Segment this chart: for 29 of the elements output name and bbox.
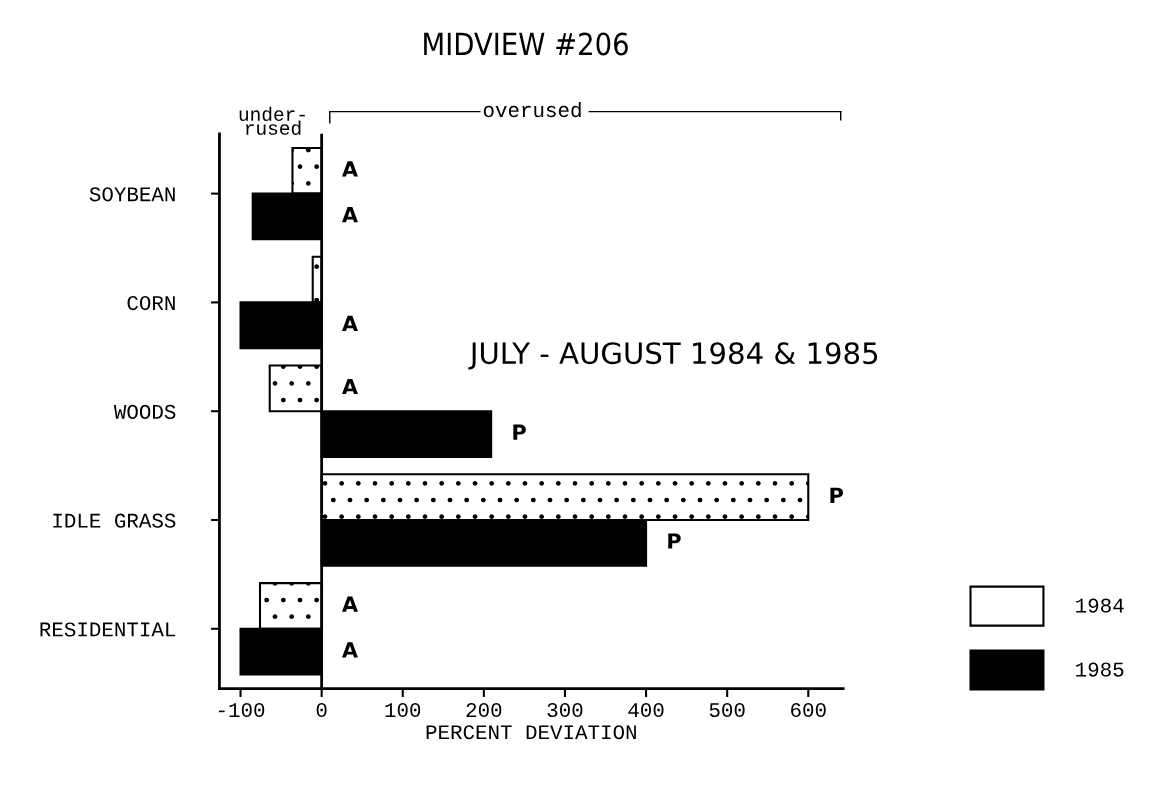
annotation: JULY - AUGUST 1984 & 1985 (468, 342, 878, 370)
x-axis-title: PERCENT DEVIATION (426, 725, 636, 740)
y-tick-label: CORN (127, 296, 175, 311)
data-label: P (513, 424, 526, 440)
data-label: A (342, 161, 358, 177)
x-tick-label: 400 (628, 702, 664, 718)
data-label: A (342, 596, 358, 612)
chart-title: MIDVIEW #206 (424, 32, 628, 56)
y-tick-label: WOODS (113, 404, 176, 419)
y-tick-label: IDLE GRASS (53, 513, 176, 528)
annotation: under- rused (239, 106, 305, 135)
x-tick-label: 100 (385, 702, 421, 718)
legend-label: 1985 (1076, 662, 1124, 677)
x-tick-label: 200 (466, 702, 502, 718)
x-tick-label: -100 (218, 702, 265, 718)
text: overused (483, 101, 581, 118)
y-tick-label: SOYBEAN (89, 187, 175, 202)
x-tick-label: 500 (709, 702, 745, 718)
data-label: P (830, 487, 843, 503)
x-tick-label: 600 (791, 702, 826, 718)
data-label: A (342, 315, 358, 332)
y-tick-label: RESIDENTIAL (40, 622, 176, 637)
data-label: A (342, 642, 358, 658)
legend-label: 1984 (1076, 598, 1124, 613)
data-label: A (342, 207, 358, 223)
data-label: A (342, 378, 358, 395)
data-label: P (668, 533, 681, 549)
x-tick-label: 300 (547, 702, 583, 718)
x-tick-label: 0 (316, 702, 327, 718)
